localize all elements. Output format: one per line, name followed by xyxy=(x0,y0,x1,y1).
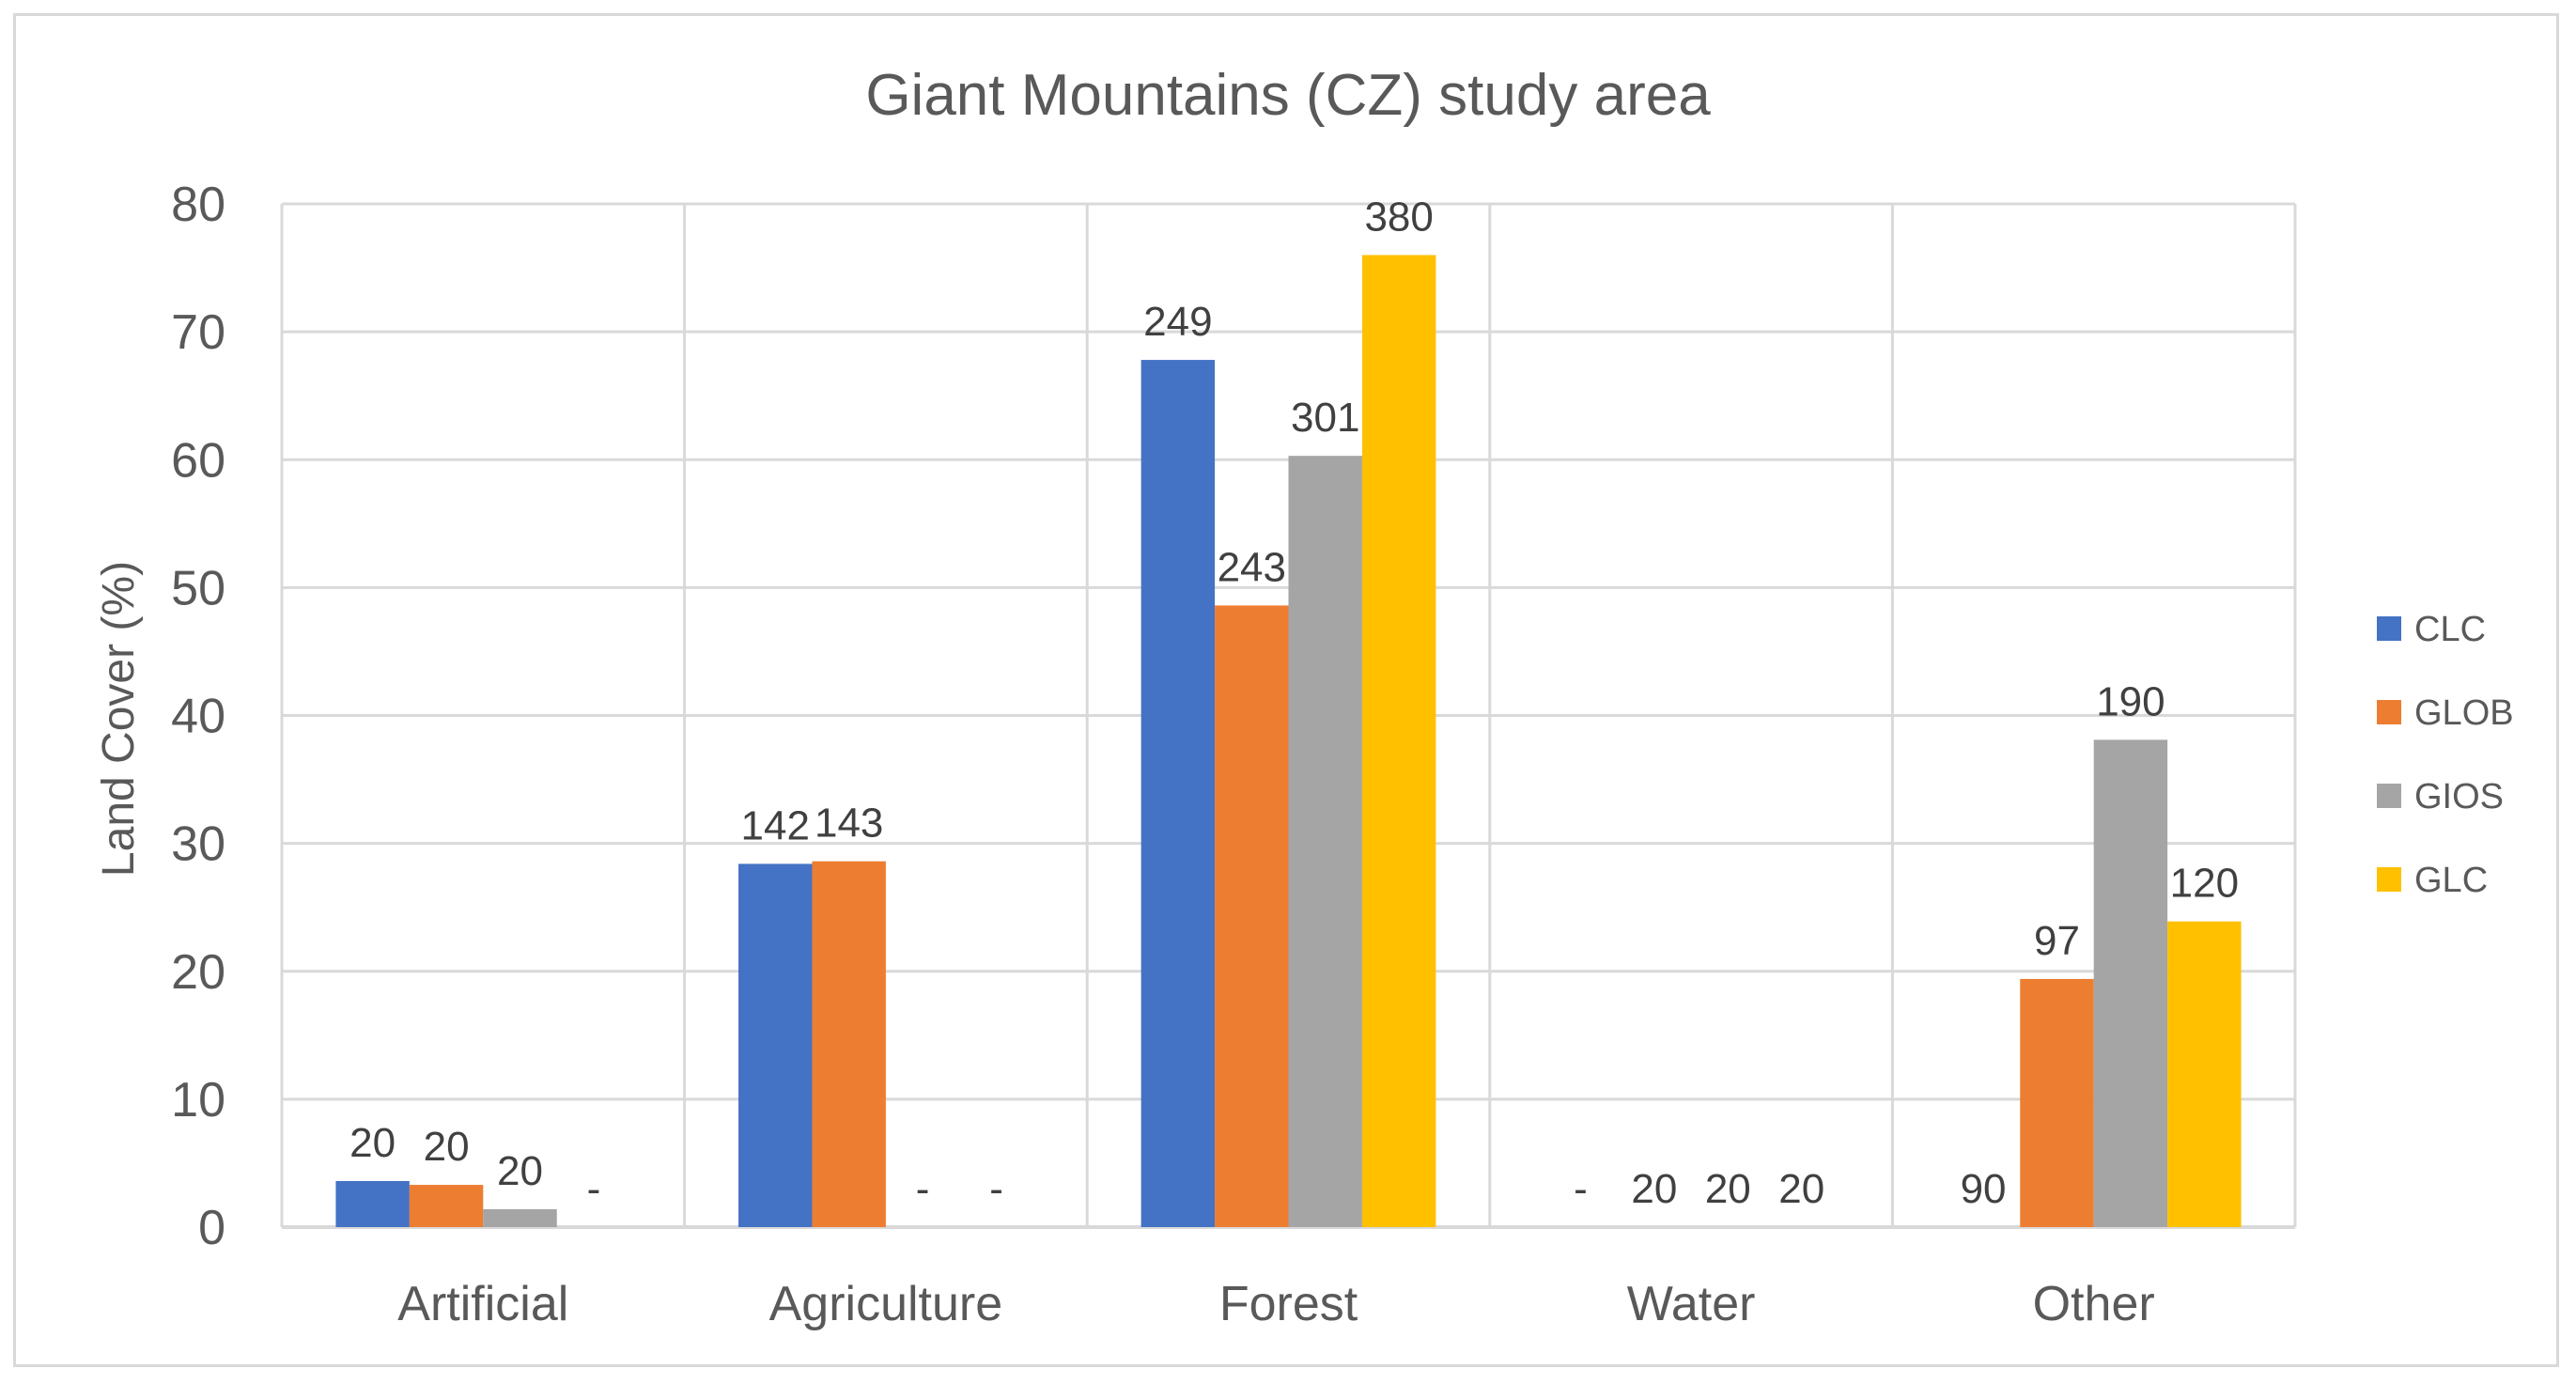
data-label: 120 xyxy=(2170,861,2239,907)
legend-label: GIOS xyxy=(2414,777,2504,816)
legend: CLC GLOB GIOS GLC xyxy=(2377,610,2514,900)
x-axis-categories: Artificial Agriculture Forest Water Other xyxy=(397,1277,2154,1331)
bar-gios-other xyxy=(2093,739,2168,1227)
data-label: - xyxy=(989,1166,1003,1212)
x-category-label: Other xyxy=(2033,1277,2155,1331)
data-label: 301 xyxy=(1291,395,1359,441)
y-axis-label: Land Cover (%) xyxy=(94,561,144,877)
gridlines xyxy=(280,202,2297,1229)
data-label: 143 xyxy=(815,801,883,847)
bar-glob-other xyxy=(2020,978,2094,1227)
data-label: 90 xyxy=(1961,1166,2007,1212)
bar-gios-forest xyxy=(1288,456,1362,1227)
x-category-label: Water xyxy=(1627,1277,1756,1331)
legend-label: GLC xyxy=(2414,861,2488,900)
data-label: 249 xyxy=(1143,299,1212,345)
data-label: - xyxy=(587,1166,601,1212)
data-label: 142 xyxy=(741,802,810,848)
chart-title: Giant Mountains (CZ) study area xyxy=(865,63,1711,128)
y-axis-ticks: 0 10 20 30 40 50 60 70 80 xyxy=(171,178,225,1255)
data-label: 20 xyxy=(1778,1166,1824,1212)
data-label: 20 xyxy=(424,1124,470,1170)
bars xyxy=(335,255,2242,1228)
data-label: - xyxy=(916,1166,930,1212)
y-tick-label: 60 xyxy=(171,433,225,488)
legend-swatch-glob xyxy=(2377,700,2401,724)
y-tick-label: 80 xyxy=(171,178,225,232)
bar-glob-agriculture xyxy=(812,861,886,1227)
data-label: - xyxy=(1574,1166,1588,1212)
y-tick-label: 40 xyxy=(171,690,225,744)
legend-swatch-glc xyxy=(2377,867,2401,892)
data-label: 20 xyxy=(497,1148,543,1194)
x-category-label: Forest xyxy=(1219,1277,1358,1331)
bar-clc-agriculture xyxy=(738,863,813,1227)
legend-swatch-gios xyxy=(2377,784,2401,808)
data-label: 20 xyxy=(1631,1166,1677,1212)
bar-clc-artificial xyxy=(335,1180,410,1227)
bar-glob-forest xyxy=(1215,605,1289,1227)
data-label: 380 xyxy=(1364,194,1433,240)
y-tick-label: 50 xyxy=(171,561,225,615)
y-tick-label: 10 xyxy=(171,1073,225,1127)
y-tick-label: 0 xyxy=(198,1201,225,1255)
data-label: 190 xyxy=(2096,678,2165,724)
legend-label: GLOB xyxy=(2414,693,2514,733)
y-tick-label: 30 xyxy=(171,817,225,872)
x-category-label: Artificial xyxy=(397,1277,568,1331)
data-label: 20 xyxy=(1705,1166,1751,1212)
legend-label: CLC xyxy=(2414,610,2486,649)
bar-glc-forest xyxy=(1361,255,1436,1228)
data-label: 243 xyxy=(1218,544,1286,590)
x-category-label: Agriculture xyxy=(769,1277,1003,1331)
bar-gios-artificial xyxy=(483,1208,557,1227)
bar-glc-other xyxy=(2167,921,2242,1227)
y-tick-label: 20 xyxy=(171,945,225,1000)
data-label: 97 xyxy=(2034,918,2080,964)
data-label: 20 xyxy=(349,1120,396,1166)
bar-glob-artificial xyxy=(409,1185,484,1227)
bar-clc-forest xyxy=(1141,360,1216,1227)
y-tick-label: 70 xyxy=(171,305,225,360)
legend-swatch-clc xyxy=(2377,616,2401,641)
